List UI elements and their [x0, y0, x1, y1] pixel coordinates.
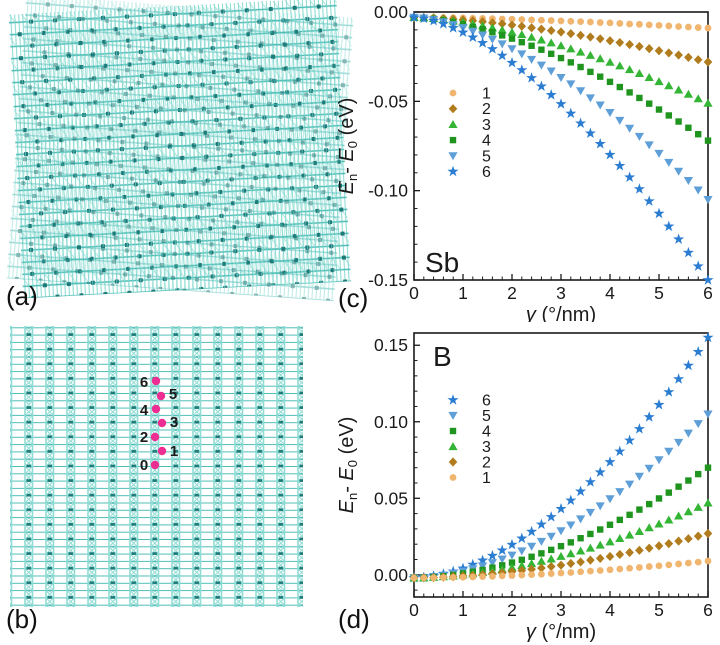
svg-text:1: 1 — [458, 283, 468, 303]
svg-text:4: 4 — [482, 133, 491, 150]
site-label-1: 1 — [170, 443, 178, 460]
legend-entry-3: 3 — [448, 117, 491, 134]
svg-text:-0.10: -0.10 — [368, 181, 408, 201]
svg-text:0.05: 0.05 — [374, 488, 408, 508]
y-axis-label: En- E0 (eV) — [336, 417, 360, 514]
svg-text:0.10: 0.10 — [374, 412, 408, 432]
legend-entry-3: 3 — [448, 439, 491, 456]
site-label-3: 3 — [170, 414, 178, 431]
svg-text:2: 2 — [482, 455, 491, 472]
lattice-layer-bottom — [6, 0, 354, 302]
svg-text:1: 1 — [458, 600, 468, 620]
svg-text:1: 1 — [482, 86, 491, 103]
legend-entry-4: 4 — [449, 424, 491, 441]
svg-text:-0.15: -0.15 — [368, 270, 408, 290]
tick-labels: 0.00-0.05-0.10-0.150 1 2 3 4 5 6 — [368, 2, 713, 303]
legend-entry-6: 6 — [447, 393, 491, 410]
svg-text:-0.05: -0.05 — [368, 91, 408, 111]
twisted-lattice-image — [6, 0, 354, 302]
legend-entry-2: 2 — [448, 101, 491, 118]
legend-entry-5: 5 — [448, 148, 491, 165]
svg-text:6: 6 — [482, 393, 491, 410]
svg-text:5: 5 — [482, 148, 491, 165]
y-axis-label: En- E0 (eV) — [336, 98, 360, 195]
svg-text:2: 2 — [482, 101, 491, 118]
site-label-2: 2 — [140, 429, 148, 446]
svg-text:0.15: 0.15 — [374, 335, 408, 355]
site-dot-6 — [151, 376, 161, 386]
site-dot-5 — [156, 391, 166, 401]
svg-text:0.00: 0.00 — [374, 2, 408, 22]
svg-text:5: 5 — [482, 408, 491, 425]
legend-entry-1: 1 — [449, 470, 491, 487]
legend-entry-4: 4 — [449, 133, 491, 150]
numbered-sites-group: 0 1 2 3 4 5 6 — [140, 374, 178, 474]
annotation-B: B — [433, 341, 452, 372]
site-dot-0 — [150, 460, 160, 470]
svg-text:4: 4 — [605, 283, 615, 303]
legend-entry-1: 1 — [449, 86, 491, 103]
plot-frame — [413, 11, 709, 281]
flat-lattice-image: 0 1 2 3 4 5 6 — [10, 326, 303, 607]
site-label-4: 4 — [140, 402, 149, 419]
panel-label-c: (c) — [338, 283, 369, 313]
x-axis-label: γ (°/nm) — [526, 304, 596, 322]
site-dot-3 — [157, 418, 167, 428]
site-label-5: 5 — [169, 386, 177, 403]
x-axis-label: γ (°/nm) — [526, 621, 596, 643]
series-6-markers — [408, 11, 714, 285]
svg-text:5: 5 — [654, 600, 664, 620]
tick-labels: 0.150.100.050.000 1 2 3 4 5 6 — [374, 335, 713, 620]
panel-label-a: (a) — [6, 281, 38, 311]
annotation-Sb: Sb — [425, 247, 459, 278]
legend-entry-5: 5 — [448, 408, 491, 425]
site-dot-2 — [150, 432, 160, 442]
legend-entry-2: 2 — [448, 455, 491, 472]
svg-text:6: 6 — [703, 600, 713, 620]
series-1-markers — [410, 557, 712, 582]
site-label-0: 0 — [140, 457, 148, 474]
site-dot-1 — [157, 446, 167, 456]
svg-text:3: 3 — [482, 439, 491, 456]
svg-text:4: 4 — [605, 600, 615, 620]
svg-text:2: 2 — [507, 600, 517, 620]
site-label-6: 6 — [140, 374, 148, 391]
svg-text:6: 6 — [703, 283, 713, 303]
svg-text:5: 5 — [654, 283, 664, 303]
svg-text:6: 6 — [482, 164, 491, 181]
lattice-layer-top — [6, 0, 354, 302]
panel-label-b: (b) — [6, 604, 38, 634]
svg-text:1: 1 — [482, 470, 491, 487]
axis-ticks — [413, 11, 709, 281]
svg-text:3: 3 — [556, 600, 566, 620]
svg-text:4: 4 — [482, 424, 491, 441]
svg-text:0.00: 0.00 — [374, 565, 408, 585]
svg-text:0: 0 — [409, 283, 419, 303]
svg-text:0: 0 — [409, 600, 419, 620]
svg-text:3: 3 — [556, 283, 566, 303]
axis-ticks — [413, 344, 709, 597]
site-dot-4 — [151, 404, 161, 414]
legend-entry-6: 6 — [447, 164, 491, 181]
svg-text:2: 2 — [507, 283, 517, 303]
svg-text:3: 3 — [482, 117, 491, 134]
panel-label-d: (d) — [338, 604, 370, 634]
